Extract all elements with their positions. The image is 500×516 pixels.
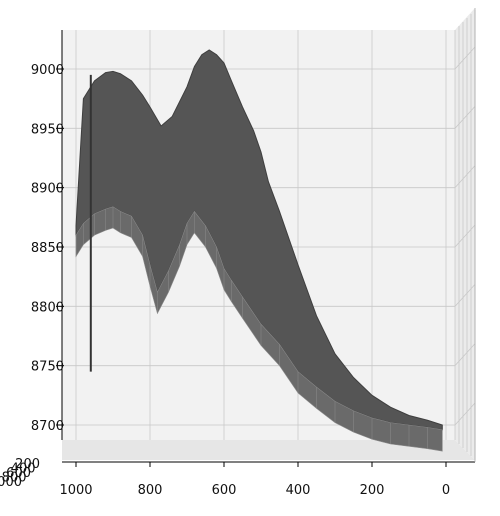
x-tick-label: 400	[286, 483, 311, 498]
z-tick-label: 8950	[31, 122, 64, 137]
y-tick-labels: 2004006008001000	[0, 457, 40, 490]
z-tick-label: 8700	[31, 419, 64, 434]
x-tick-label: 0	[442, 483, 450, 498]
z-tick-label: 9000	[31, 63, 64, 78]
z-tick-label: 8800	[31, 300, 64, 315]
y-tick-label: 1000	[0, 475, 22, 490]
right-pane	[455, 8, 475, 460]
z-tick-labels: 8700 8750 8800 8850 8900 8950 9000	[31, 63, 64, 434]
x-tick-label: 800	[138, 483, 163, 498]
x-tick-label: 200	[360, 483, 385, 498]
z-tick-label: 8750	[31, 360, 64, 375]
x-tick-label: 1000	[59, 483, 92, 498]
z-tick-label: 8850	[31, 241, 64, 256]
x-tick-label: 600	[212, 483, 237, 498]
x-tick-labels: 1000 800 600 400 200 0	[59, 462, 450, 498]
z-tick-label: 8900	[31, 182, 64, 197]
